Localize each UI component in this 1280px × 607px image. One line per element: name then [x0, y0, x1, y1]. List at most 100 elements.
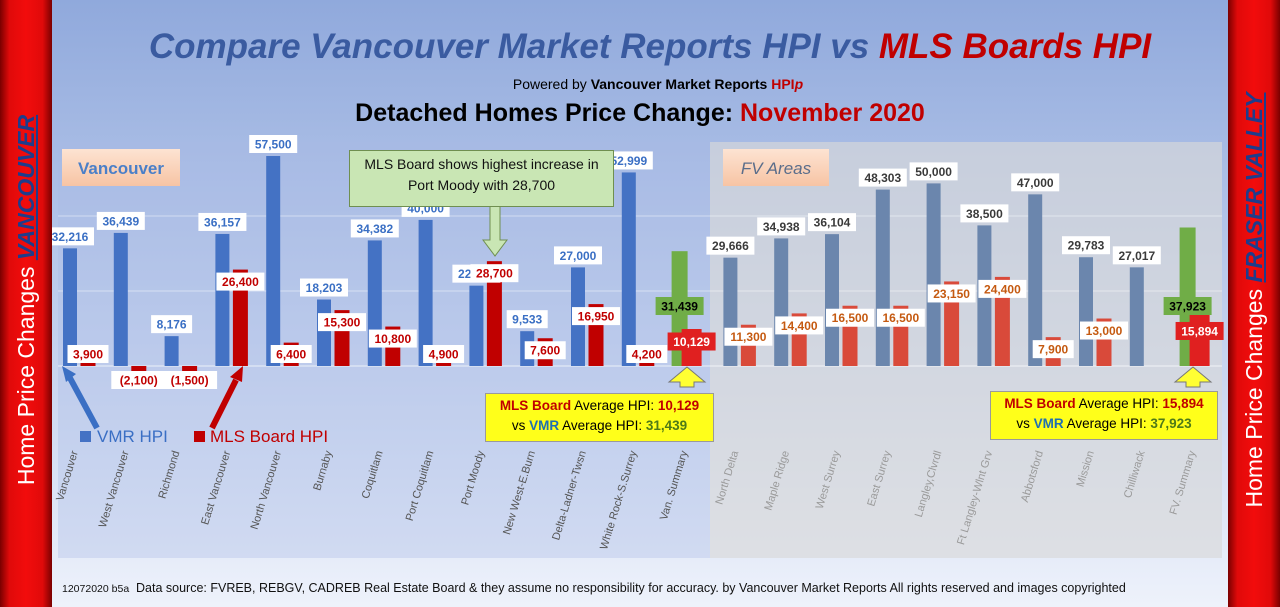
vmr-bar-chilliwack	[1129, 267, 1144, 366]
svg-text:4,200: 4,200	[632, 348, 662, 362]
mls-label-east-surrey: 16,500	[876, 308, 925, 327]
svg-text:34,382: 34,382	[356, 222, 393, 236]
mls-label-north-vancouver: 6,400	[270, 345, 312, 363]
svg-text:18,203: 18,203	[306, 281, 343, 295]
left-banner: Home Price Changes VANCOUVER	[0, 0, 52, 607]
vmr-label-chilliwack: 27,017	[1112, 246, 1161, 265]
vmr-bar-maple-ridge	[774, 238, 789, 366]
mls-label-richmond: (1,500)	[162, 371, 218, 389]
svg-text:16,500: 16,500	[832, 311, 869, 325]
footer-source: Data source: FVREB, REBGV, CADREB Real E…	[136, 581, 1126, 595]
vmr-bar-port-moody	[469, 285, 484, 366]
mls-bar-east-vancouver	[232, 269, 248, 366]
gridlines	[58, 215, 1222, 292]
port-moody-note: MLS Board shows highest increase in Port…	[349, 150, 614, 207]
mls-label-mission: 13,000	[1080, 321, 1128, 340]
footer-code: 12072020 b5a	[62, 583, 129, 595]
svg-text:4,900: 4,900	[429, 348, 459, 362]
svg-text:38,500: 38,500	[966, 207, 1003, 221]
svg-text:16,950: 16,950	[578, 310, 615, 324]
chart-title: Compare Vancouver Market Reports HPI vs …	[149, 27, 1153, 66]
vmr-label-white-rock-s-surrey: 52,999	[604, 151, 653, 170]
mls-label-ft-langley-wlnt-grv: 24,400	[978, 279, 1027, 298]
powered-line: Powered by Vancouver Market Reports HPIp	[513, 76, 804, 92]
svg-text:15,894: 15,894	[1181, 324, 1218, 338]
vmr-label-van-summary: 31,439	[655, 297, 704, 315]
svg-text:8,176: 8,176	[157, 318, 187, 332]
vmr-bar-west-vancouver	[113, 232, 128, 366]
vmr-label-north-vancouver: 57,500	[249, 135, 298, 153]
svg-text:36,157: 36,157	[204, 215, 241, 229]
mls-label-abbotsford: 7,900	[1032, 340, 1074, 359]
svg-text:7,600: 7,600	[530, 344, 560, 358]
svg-text:24,400: 24,400	[984, 282, 1021, 296]
mls-label-van-summary: 10,129	[667, 332, 716, 351]
svg-text:27,017: 27,017	[1118, 249, 1155, 263]
right-banner: Home Price Changes FRASER VALLEY	[1228, 0, 1280, 607]
svg-text:(1,500): (1,500)	[171, 374, 209, 388]
callout-fv-summary: MLS Board Average HPI: 15,894 vs VMR Ave…	[990, 391, 1218, 440]
vmr-bar-port-coquitlam	[418, 219, 433, 366]
svg-text:15,300: 15,300	[324, 316, 361, 330]
mls-label-white-rock-s-surrey: 4,200	[626, 345, 668, 363]
vmr-label-north-delta: 29,666	[706, 236, 755, 255]
mls-label-north-delta: 11,300	[724, 327, 773, 346]
vmr-bar-north-delta	[723, 257, 738, 366]
right-banner-brand: FRASER VALLEY	[1241, 92, 1267, 283]
svg-text:57,500: 57,500	[255, 138, 292, 152]
mls-label-west-surrey: 16,500	[826, 308, 874, 327]
svg-text:29,783: 29,783	[1068, 239, 1105, 253]
fv-tag: FV Areas	[741, 159, 812, 178]
svg-text:9,533: 9,533	[512, 313, 542, 327]
right-banner-text: Home Price Changes FRASER VALLEY	[1241, 92, 1267, 508]
vmr-bar-langley-clvrdl	[926, 183, 941, 366]
vmr-bar-mission	[1079, 257, 1093, 366]
svg-text:52,999: 52,999	[610, 154, 647, 168]
mls-bar-langley-clvrdl	[944, 281, 960, 366]
chart-title-part1: Compare Vancouver Market Reports HPI vs	[149, 27, 879, 66]
mls-label-maple-ridge: 14,400	[775, 316, 824, 335]
chart-subtitle: Detached Homes Price Change: November 20…	[355, 99, 925, 127]
vmr-bar-east-surrey	[875, 189, 890, 366]
mls-label-port-moody: 28,700	[470, 264, 519, 283]
callout-van-summary: MLS Board Average HPI: 10,129 vs VMR Ave…	[485, 393, 714, 442]
svg-text:11,300: 11,300	[730, 330, 766, 344]
svg-text:26,400: 26,400	[222, 275, 259, 289]
vmr-label-burnaby: 18,203	[300, 278, 348, 297]
mls-label-new-west-e-burn: 7,600	[524, 341, 566, 360]
svg-text:27,000: 27,000	[560, 249, 597, 263]
vmr-bar-white-rock-s-surrey	[621, 172, 636, 366]
mls-label-vancouver: 3,900	[67, 345, 109, 363]
vmr-label-fv-summary: 37,923	[1163, 297, 1212, 315]
vmr-label-vancouver: 32,216	[46, 227, 94, 246]
svg-text:36,439: 36,439	[102, 214, 139, 228]
legend-pointer-arrows	[62, 366, 243, 430]
vmr-label-ft-langley-wlnt-grv: 38,500	[960, 204, 1009, 223]
svg-text:23,150: 23,150	[933, 287, 970, 301]
vmr-bar-east-vancouver	[215, 233, 230, 366]
svg-text:10,129: 10,129	[673, 335, 710, 349]
svg-text:28,700: 28,700	[476, 267, 513, 281]
svg-text:31,439: 31,439	[661, 300, 698, 314]
mls-label-west-vancouver: (2,100)	[111, 371, 167, 389]
mls-label-east-vancouver: 26,400	[216, 272, 265, 291]
legend-mls-label: MLS Board HPI	[210, 427, 328, 446]
vmr-label-maple-ridge: 34,938	[757, 217, 806, 236]
vmr-label-east-surrey: 48,303	[858, 168, 907, 187]
left-banner-text: Home Price Changes VANCOUVER	[13, 114, 39, 486]
mls-label-langley-clvrdl: 23,150	[927, 284, 976, 303]
svg-text:36,104: 36,104	[814, 216, 851, 230]
svg-text:6,400: 6,400	[276, 348, 306, 362]
vmr-label-new-west-e-burn: 9,533	[506, 310, 548, 329]
callout-arrow-fv	[1173, 366, 1213, 388]
vmr-bar-north-vancouver	[266, 156, 281, 366]
svg-text:13,000: 13,000	[1086, 324, 1123, 338]
mls-label-port-coquitlam: 4,900	[423, 345, 465, 363]
mls-bar-richmond	[182, 366, 198, 372]
vmr-label-mission: 29,783	[1062, 236, 1110, 255]
svg-text:48,303: 48,303	[864, 171, 901, 185]
vmr-label-langley-clvrdl: 50,000	[909, 162, 958, 181]
vmr-label-east-vancouver: 36,157	[198, 212, 247, 231]
